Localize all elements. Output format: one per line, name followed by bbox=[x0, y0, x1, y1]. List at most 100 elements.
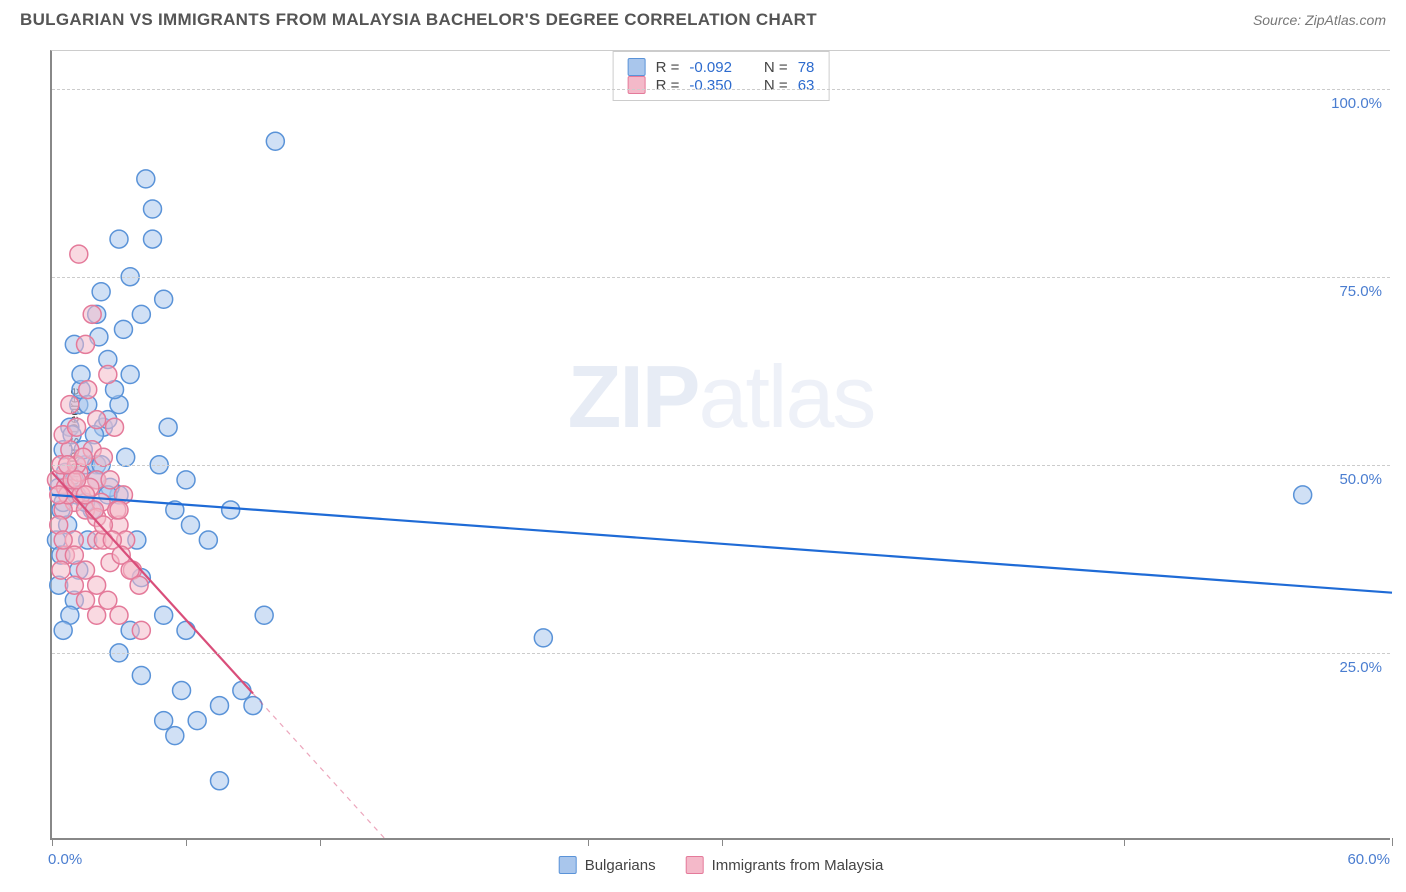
trend-line bbox=[52, 495, 1392, 593]
data-point bbox=[54, 621, 72, 639]
legend-label: Immigrants from Malaysia bbox=[712, 857, 884, 874]
source-name: ZipAtlas.com bbox=[1305, 12, 1386, 28]
data-point bbox=[101, 471, 119, 489]
chart-title: BULGARIAN VS IMMIGRANTS FROM MALAYSIA BA… bbox=[20, 10, 817, 30]
data-point bbox=[255, 606, 273, 624]
data-point bbox=[211, 697, 229, 715]
data-point bbox=[77, 561, 95, 579]
data-point bbox=[266, 132, 284, 150]
legend-swatch bbox=[686, 856, 704, 874]
x-axis-max-label: 60.0% bbox=[1347, 851, 1390, 868]
data-point bbox=[110, 501, 128, 519]
data-point bbox=[121, 366, 139, 384]
data-point bbox=[181, 516, 199, 534]
data-point bbox=[132, 666, 150, 684]
r-value: -0.092 bbox=[689, 59, 732, 76]
legend-bottom: Bulgarians Immigrants from Malaysia bbox=[559, 856, 884, 874]
data-point bbox=[177, 621, 195, 639]
y-tick-label: 25.0% bbox=[1339, 659, 1382, 676]
scatter-svg bbox=[52, 51, 1390, 838]
data-point bbox=[233, 682, 251, 700]
x-tick bbox=[52, 838, 53, 846]
data-point bbox=[99, 366, 117, 384]
data-point bbox=[166, 727, 184, 745]
data-point bbox=[70, 245, 88, 263]
data-point bbox=[211, 772, 229, 790]
data-point bbox=[88, 606, 106, 624]
x-tick bbox=[186, 838, 187, 846]
data-point bbox=[79, 381, 97, 399]
plot-region: ZIPatlas R = -0.092N = 78R = -0.350N = 6… bbox=[50, 50, 1390, 840]
source-prefix: Source: bbox=[1253, 12, 1305, 28]
data-point bbox=[155, 606, 173, 624]
n-label: N = bbox=[764, 59, 788, 76]
data-point bbox=[137, 170, 155, 188]
data-point bbox=[83, 305, 101, 323]
data-point bbox=[65, 576, 83, 594]
data-point bbox=[61, 396, 79, 414]
data-point bbox=[94, 448, 112, 466]
legend-swatch bbox=[559, 856, 577, 874]
data-point bbox=[88, 411, 106, 429]
series-swatch bbox=[628, 58, 646, 76]
x-tick bbox=[1124, 838, 1125, 846]
data-point bbox=[110, 606, 128, 624]
data-point bbox=[199, 531, 217, 549]
data-point bbox=[65, 546, 83, 564]
data-point bbox=[144, 200, 162, 218]
gridline-h bbox=[52, 653, 1390, 654]
data-point bbox=[1294, 486, 1312, 504]
data-point bbox=[155, 290, 173, 308]
data-point bbox=[173, 682, 191, 700]
r-label: R = bbox=[656, 77, 680, 94]
x-tick bbox=[320, 838, 321, 846]
data-point bbox=[144, 230, 162, 248]
data-point bbox=[77, 591, 95, 609]
gridline-h bbox=[52, 89, 1390, 90]
trend-line-extrapolated bbox=[253, 694, 387, 841]
source-attribution: Source: ZipAtlas.com bbox=[1253, 12, 1386, 28]
data-point bbox=[92, 283, 110, 301]
gridline-h bbox=[52, 277, 1390, 278]
data-point bbox=[54, 531, 72, 549]
legend-item: Immigrants from Malaysia bbox=[686, 856, 884, 874]
n-value: 63 bbox=[798, 77, 815, 94]
n-label: N = bbox=[764, 77, 788, 94]
chart-area: Bachelor's Degree ZIPatlas R = -0.092N =… bbox=[50, 50, 1390, 840]
data-point bbox=[132, 621, 150, 639]
data-point bbox=[534, 629, 552, 647]
data-point bbox=[130, 576, 148, 594]
y-tick-label: 75.0% bbox=[1339, 283, 1382, 300]
data-point bbox=[117, 448, 135, 466]
legend-label: Bulgarians bbox=[585, 857, 656, 874]
r-label: R = bbox=[656, 59, 680, 76]
data-point bbox=[110, 230, 128, 248]
data-point bbox=[106, 418, 124, 436]
data-point bbox=[88, 576, 106, 594]
stats-row: R = -0.350 N = 63 bbox=[628, 76, 815, 94]
data-point bbox=[77, 335, 95, 353]
x-tick bbox=[588, 838, 589, 846]
correlation-stats-box: R = -0.092 N = 78 R = -0.350 N = 63 bbox=[613, 51, 830, 101]
x-tick bbox=[722, 838, 723, 846]
y-tick-label: 100.0% bbox=[1331, 95, 1382, 112]
data-point bbox=[222, 501, 240, 519]
legend-item: Bulgarians bbox=[559, 856, 656, 874]
data-point bbox=[155, 712, 173, 730]
data-point bbox=[244, 697, 262, 715]
series-swatch bbox=[628, 76, 646, 94]
r-value: -0.350 bbox=[689, 77, 732, 94]
x-axis-min-label: 0.0% bbox=[48, 851, 82, 868]
n-value: 78 bbox=[798, 59, 815, 76]
data-point bbox=[52, 561, 70, 579]
chart-header: BULGARIAN VS IMMIGRANTS FROM MALAYSIA BA… bbox=[0, 0, 1406, 36]
data-point bbox=[132, 305, 150, 323]
data-point bbox=[68, 418, 86, 436]
x-tick bbox=[1392, 838, 1393, 846]
gridline-h bbox=[52, 465, 1390, 466]
data-point bbox=[99, 591, 117, 609]
y-tick-label: 50.0% bbox=[1339, 471, 1382, 488]
data-point bbox=[114, 320, 132, 338]
data-point bbox=[177, 471, 195, 489]
data-point bbox=[159, 418, 177, 436]
